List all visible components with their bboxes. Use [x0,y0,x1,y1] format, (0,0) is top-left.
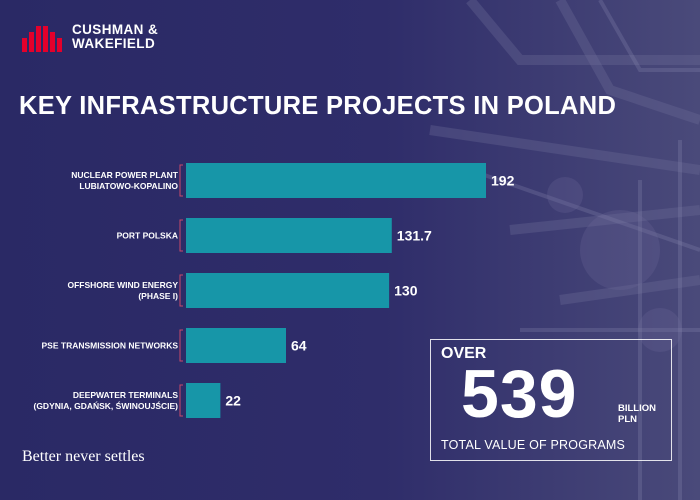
category-label: LUBIATOWO-KOPALINO [79,181,178,191]
value-label: 64 [291,338,307,354]
total-prefix: OVER [441,345,487,362]
total-value-box: OVER 539 BILLION PLN TOTAL VALUE OF PROG… [430,339,672,461]
category-label: PSE TRANSMISSION NETWORKS [42,341,179,351]
category-label: (PHASE I) [138,291,178,301]
brand-logo: CUSHMAN & WAKEFIELD [22,22,158,52]
category-label: OFFSHORE WIND ENERGY [67,280,178,290]
brand-tagline: Better never settles [22,448,145,465]
axis-bracket [179,329,183,362]
axis-bracket [179,384,183,417]
total-value: 539 [461,356,578,432]
bar [186,218,392,253]
total-unit-line2: PLN [618,414,637,425]
brand-name-line2: WAKEFIELD [72,36,156,51]
bar [186,383,221,418]
axis-bracket [179,164,183,197]
bar [186,328,286,363]
category-label: NUCLEAR POWER PLANT [71,170,179,180]
page-title: KEY INFRASTRUCTURE PROJECTS IN POLAND [19,92,617,120]
brand-name: CUSHMAN & WAKEFIELD [72,23,158,51]
total-caption: TOTAL VALUE OF PROGRAMS [441,438,626,452]
value-label: 192 [491,173,515,189]
total-unit: BILLION PLN [618,403,656,425]
brand-name-line1: CUSHMAN & [72,22,159,37]
category-label: PORT POLSKA [117,231,178,241]
total-unit-line1: BILLION [618,403,656,414]
logo-icon [22,26,62,52]
value-label: 131.7 [397,228,432,244]
bar [186,273,390,308]
axis-bracket [179,274,183,307]
axis-bracket [179,219,183,252]
category-label: DEEPWATER TERMINALS [73,390,178,400]
bar [186,163,486,198]
value-label: 130 [394,283,418,299]
value-label: 22 [225,393,241,409]
category-label: (GDYNIA, GDAŃSK, ŚWINOUJŚCIE) [33,400,178,411]
